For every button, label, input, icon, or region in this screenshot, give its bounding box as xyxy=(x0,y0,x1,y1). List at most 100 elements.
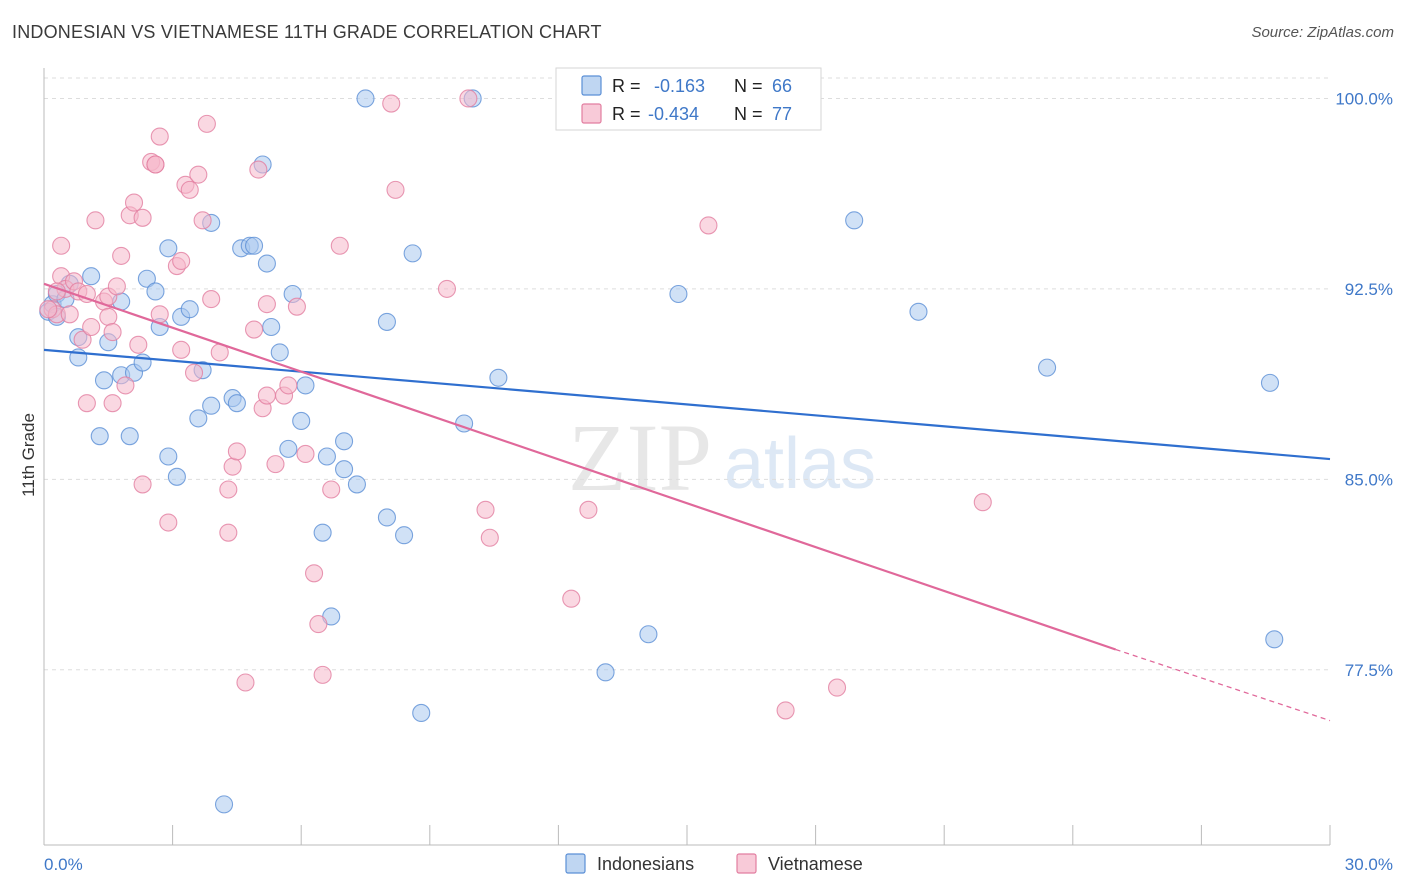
point-indonesians xyxy=(313,523,332,542)
y-axis-label: 11th Grade xyxy=(19,413,38,497)
point-vietnamese xyxy=(150,127,169,146)
point-indonesians xyxy=(214,795,234,814)
point-indonesians xyxy=(167,467,186,486)
x-tick-label-min: 0.0% xyxy=(44,855,83,874)
bottom-legend: Indonesians Vietnamese xyxy=(565,853,863,874)
point-indonesians xyxy=(133,353,152,372)
watermark-atlas: atlas xyxy=(724,424,876,504)
point-indonesians xyxy=(347,475,366,494)
y-tick-label: 92.5% xyxy=(1345,280,1393,299)
trendline-vietnamese xyxy=(43,282,1117,651)
point-indonesians xyxy=(317,447,336,466)
point-vietnamese xyxy=(476,500,495,519)
point-indonesians xyxy=(244,236,264,255)
point-vietnamese xyxy=(73,330,92,349)
point-vietnamese xyxy=(382,94,401,113)
point-vietnamese xyxy=(103,394,122,413)
legend-swatch-vietnamese xyxy=(581,103,602,124)
point-vietnamese xyxy=(322,480,341,499)
legend-r-value-vietnamese: -0.434 xyxy=(648,104,699,124)
point-vietnamese xyxy=(386,180,405,199)
point-indonesians xyxy=(356,89,375,108)
point-indonesians xyxy=(227,394,246,413)
point-indonesians xyxy=(639,625,658,644)
point-indonesians xyxy=(180,300,199,319)
point-vietnamese xyxy=(77,284,96,304)
point-indonesians xyxy=(189,409,208,428)
chart-title: INDONESIAN VS VIETNAMESE 11TH GRADE CORR… xyxy=(12,22,602,42)
point-vietnamese xyxy=(180,180,199,199)
point-indonesians xyxy=(335,432,354,451)
point-indonesians xyxy=(1260,373,1280,392)
point-vietnamese xyxy=(172,251,191,271)
point-vietnamese xyxy=(99,307,118,326)
point-vietnamese xyxy=(129,335,148,354)
point-vietnamese xyxy=(309,615,328,634)
point-indonesians xyxy=(909,302,928,321)
point-vietnamese xyxy=(827,678,847,697)
point-vietnamese xyxy=(296,444,315,464)
point-vietnamese xyxy=(437,279,456,298)
point-vietnamese xyxy=(39,300,58,319)
point-indonesians xyxy=(137,269,156,288)
point-indonesians xyxy=(395,526,414,545)
point-indonesians xyxy=(1265,630,1284,649)
point-indonesians xyxy=(596,663,615,682)
point-vietnamese xyxy=(579,500,598,519)
point-vietnamese xyxy=(219,480,238,499)
point-vietnamese xyxy=(223,457,242,476)
point-vietnamese xyxy=(236,673,255,692)
point-indonesians xyxy=(377,508,396,527)
legend-r-label-indonesians: R = xyxy=(612,76,641,96)
point-indonesians xyxy=(146,282,165,301)
legend-r-value-indonesians: -0.163 xyxy=(654,76,705,96)
x-tick-label-max: 30.0% xyxy=(1345,855,1393,874)
point-vietnamese xyxy=(52,236,71,255)
trendline-vietnamese-extension xyxy=(1115,648,1331,722)
series-vietnamese-points xyxy=(39,89,992,720)
point-vietnamese xyxy=(189,165,208,184)
point-vietnamese xyxy=(776,701,795,720)
point-vietnamese xyxy=(313,665,332,684)
point-indonesians xyxy=(669,284,688,304)
point-vietnamese xyxy=(459,89,478,108)
bottom-legend-label-vietnamese: Vietnamese xyxy=(768,854,863,874)
point-vietnamese xyxy=(249,160,268,179)
point-vietnamese xyxy=(146,155,165,174)
point-vietnamese xyxy=(133,475,152,494)
point-vietnamese xyxy=(244,320,264,339)
point-indonesians xyxy=(1038,358,1057,377)
point-indonesians xyxy=(257,254,276,273)
point-indonesians xyxy=(279,439,298,458)
point-vietnamese xyxy=(133,208,152,227)
trendlines xyxy=(43,282,1331,722)
point-vietnamese xyxy=(330,236,349,255)
point-indonesians xyxy=(412,703,431,723)
point-indonesians xyxy=(489,368,508,387)
point-vietnamese xyxy=(159,513,178,532)
point-vietnamese xyxy=(257,386,276,405)
point-vietnamese xyxy=(184,363,204,382)
bottom-legend-swatch-indonesians xyxy=(565,853,586,874)
legend-r-label-vietnamese: R = xyxy=(612,104,641,124)
bottom-legend-swatch-vietnamese xyxy=(736,853,757,874)
point-vietnamese xyxy=(77,394,96,413)
point-vietnamese xyxy=(287,297,306,316)
point-indonesians xyxy=(845,211,864,230)
legend: R = -0.163 N = 66 R = -0.434 N = 77 xyxy=(555,67,822,131)
point-vietnamese xyxy=(82,317,101,337)
point-vietnamese xyxy=(86,211,105,230)
point-vietnamese xyxy=(172,340,191,359)
legend-n-label-vietnamese: N = xyxy=(734,104,763,124)
y-tick-label: 85.0% xyxy=(1345,470,1393,489)
point-vietnamese xyxy=(562,589,581,608)
point-indonesians xyxy=(159,239,178,258)
point-vietnamese xyxy=(266,455,285,474)
point-vietnamese xyxy=(973,493,992,512)
gridlines xyxy=(44,77,1330,671)
point-vietnamese xyxy=(197,114,216,133)
legend-n-value-indonesians: 66 xyxy=(772,76,792,96)
point-indonesians xyxy=(94,371,114,390)
point-vietnamese xyxy=(480,528,499,547)
point-vietnamese xyxy=(257,295,276,314)
